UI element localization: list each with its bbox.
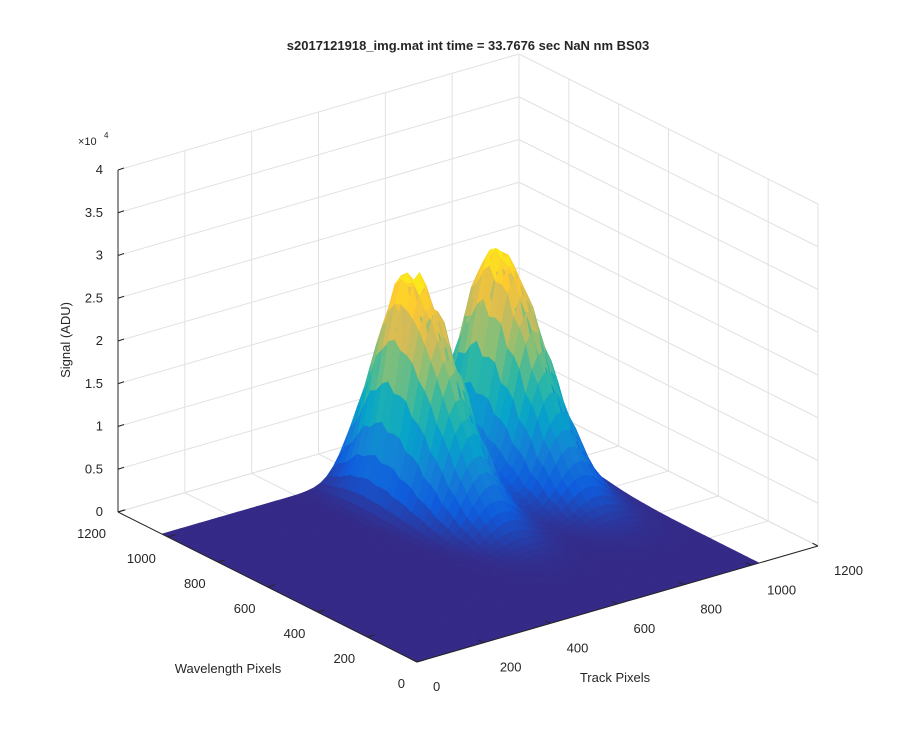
chart-title: s2017121918_img.mat int time = 33.7676 s… <box>287 38 649 53</box>
x-tick-mark <box>411 658 418 663</box>
y-tick-mark <box>217 559 226 563</box>
y-tick-label: 1200 <box>77 526 106 541</box>
z-tick-mark <box>117 424 125 427</box>
y-tick-label: 400 <box>284 626 306 641</box>
z-tick-label: 4 <box>96 162 103 177</box>
y-tick-label: 1000 <box>127 551 156 566</box>
z-tick-mark <box>117 253 125 256</box>
x-tick-label: 1200 <box>834 563 863 578</box>
x-tick-mark <box>611 600 618 605</box>
y-tick-label: 0 <box>398 676 405 691</box>
y-tick-mark <box>367 634 375 638</box>
x-tick-mark <box>544 620 551 624</box>
z-exponent-power: 4 <box>104 131 109 140</box>
x-tick-mark <box>478 639 485 644</box>
z-tick-label: 3.5 <box>85 205 103 220</box>
x-axis-label: Track Pixels <box>580 670 651 685</box>
y-tick-label: 200 <box>333 651 355 666</box>
z-tick-label: 2.5 <box>85 290 103 305</box>
x-tick-label: 1000 <box>767 582 796 597</box>
y-tick-mark <box>317 609 325 613</box>
x-tick-mark <box>812 542 819 547</box>
z-tick-label: 1.5 <box>85 376 103 391</box>
x-tick-label: 400 <box>567 640 589 655</box>
x-tick-label: 600 <box>634 621 656 636</box>
z-tick-label: 0.5 <box>85 461 103 476</box>
z-tick-label: 1 <box>96 419 103 434</box>
z-tick-mark <box>117 210 125 214</box>
z-tick-label: 3 <box>96 248 103 263</box>
x-tick-mark <box>678 581 685 586</box>
z-tick-mark <box>117 338 125 342</box>
z-tick-mark <box>117 167 125 171</box>
x-tick-label: 0 <box>433 679 440 694</box>
z-tick-mark <box>117 295 125 299</box>
y-tick-mark <box>167 534 176 538</box>
x-tick-mark <box>745 562 752 566</box>
x-tick-label: 800 <box>700 602 722 617</box>
z-axis-label: Signal (ADU) <box>58 302 73 378</box>
z-tick-mark <box>117 466 125 470</box>
y-tick-mark <box>267 584 275 588</box>
x-tick-label: 200 <box>500 660 522 675</box>
z-exponent-base: ×10 <box>78 136 97 148</box>
y-axis-label: Wavelength Pixels <box>175 661 282 676</box>
z-tick-mark <box>117 509 125 513</box>
z-tick-mark <box>117 381 125 385</box>
z-tick-label: 0 <box>96 504 103 519</box>
y-tick-label: 600 <box>234 601 256 616</box>
y-tick-mark <box>416 659 425 663</box>
z-tick-label: 2 <box>96 333 103 348</box>
y-tick-label: 800 <box>184 576 206 591</box>
